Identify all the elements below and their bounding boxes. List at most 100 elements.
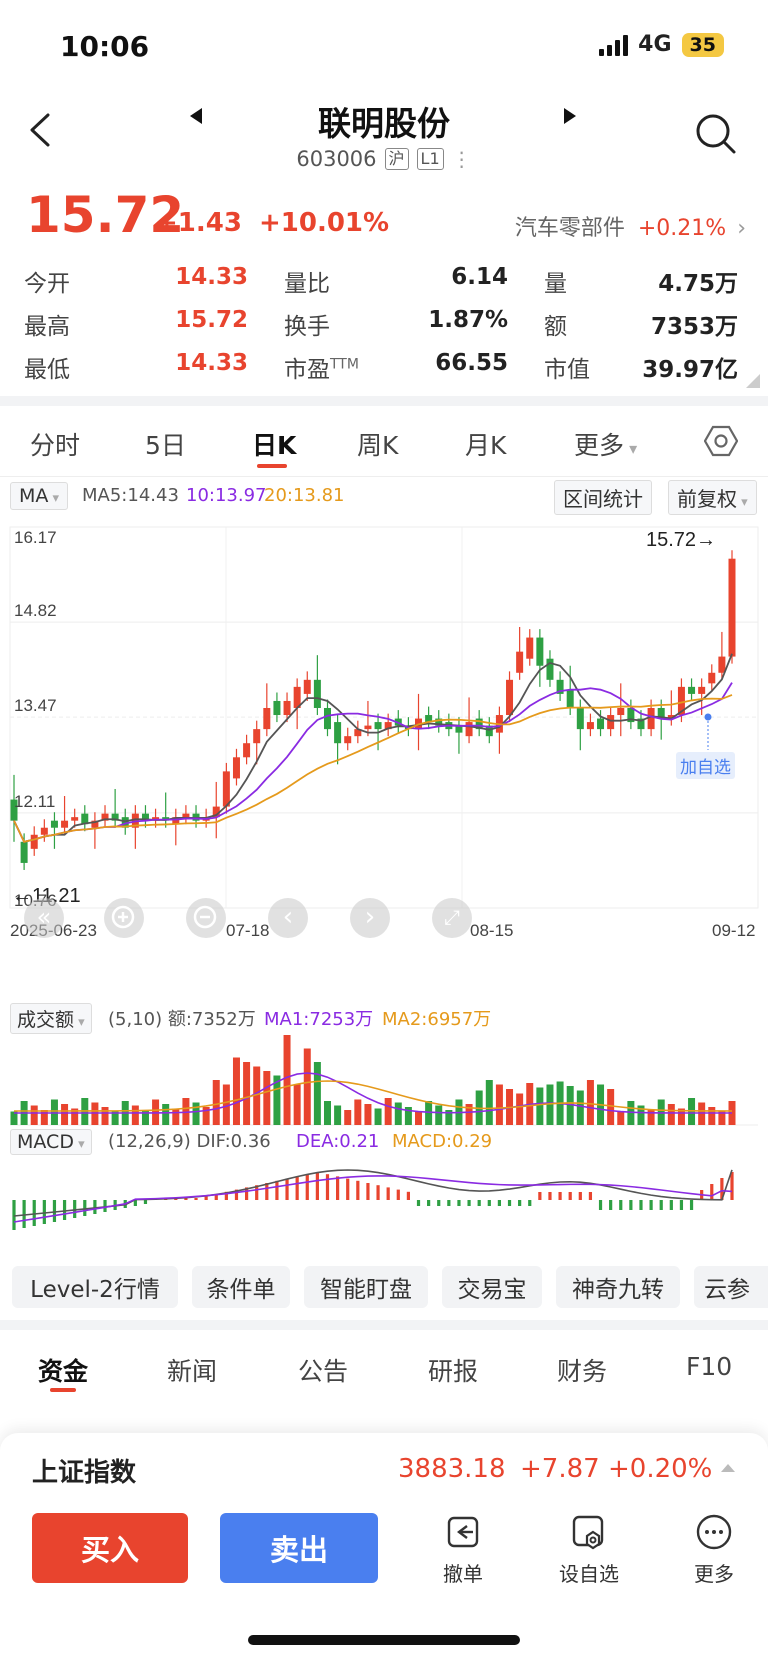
candle-body (40, 827, 48, 835)
range-stats-button[interactable]: 区间统计 (554, 480, 652, 515)
x-tick-label: 09-12 (712, 921, 755, 940)
macd-bar (336, 1176, 340, 1200)
volume-bar (253, 1066, 261, 1125)
fullscreen-icon[interactable]: ⤢ (432, 898, 472, 938)
tab-research[interactable]: 研报 (428, 1357, 479, 1386)
macd-bar (376, 1185, 380, 1200)
candle-body (526, 637, 534, 659)
volume-bar (202, 1107, 210, 1125)
revoke-button[interactable]: 撤单 (418, 1512, 508, 1587)
tab-f10[interactable]: F10 (686, 1352, 733, 1381)
stat-label: 最低 (24, 357, 70, 383)
stat-label: 量比 (284, 271, 330, 297)
macd-bar (588, 1192, 593, 1200)
volume-bar (273, 1075, 281, 1125)
scroll-left-icon[interactable]: ‹ (268, 898, 308, 938)
volume-bar (212, 1080, 220, 1125)
candle-body (10, 799, 18, 821)
tool-cloud[interactable]: 云参 (694, 1266, 768, 1308)
candle-body (597, 718, 605, 730)
macd-bar (184, 1198, 188, 1200)
sell-button[interactable]: 卖出 (220, 1513, 378, 1583)
volume-bar (222, 1084, 230, 1125)
more-button[interactable]: 更多 (669, 1512, 759, 1587)
candle-body (172, 817, 180, 825)
scroll-right-icon[interactable]: › (350, 898, 390, 938)
tab-monthly-k[interactable]: 月K (465, 431, 507, 460)
volume-bar (677, 1108, 685, 1125)
more-dots-icon[interactable]: ⋮ (451, 147, 472, 171)
next-stock-icon[interactable] (562, 106, 578, 126)
candle-body (374, 722, 382, 730)
candle-body (334, 722, 342, 744)
candle-body (101, 813, 109, 821)
volume-bar (516, 1093, 524, 1125)
tool-nine-turns[interactable]: 神奇九转 (556, 1266, 680, 1308)
tool-trade-treasure[interactable]: 交易宝 (442, 1266, 542, 1308)
volume-bar (576, 1090, 584, 1125)
candle-body (71, 817, 79, 821)
volume-bar (323, 1101, 331, 1125)
zoom-out-icon[interactable] (186, 898, 226, 938)
volume-bar (40, 1110, 48, 1125)
stock-name: 联明股份 (318, 104, 450, 143)
ma-selector[interactable]: MA ▾ (10, 482, 69, 510)
settings-icon[interactable] (704, 424, 738, 458)
macd-bar (609, 1200, 613, 1210)
tab-more[interactable]: 更多 ▾ (574, 431, 638, 460)
candle-body (303, 679, 311, 694)
kline-chart[interactable]: 16.1714.8213.4712.1110.762025-06-2307-18… (0, 510, 768, 1235)
add-watch-marker[interactable]: 加自选 (676, 752, 735, 779)
adjust-selector[interactable]: 前复权 ▾ (668, 480, 757, 515)
macd-bar (669, 1200, 673, 1210)
tool-condition-order[interactable]: 条件单 (192, 1266, 290, 1308)
search-icon[interactable] (694, 112, 738, 156)
macd-bar (305, 1174, 309, 1200)
candle-body (212, 806, 220, 818)
index-change-pct: +0.20% (608, 1454, 713, 1484)
tab-news[interactable]: 新闻 (167, 1357, 218, 1386)
index-name[interactable]: 上证指数 (32, 1458, 137, 1488)
macd-bar (214, 1194, 218, 1200)
x-tick-label: 08-15 (470, 921, 513, 940)
tab-weekly-k[interactable]: 周K (357, 431, 399, 460)
tab-5day[interactable]: 5日 (145, 431, 186, 460)
ma20-line (13, 694, 733, 843)
tool-level2[interactable]: Level-2行情 (12, 1266, 178, 1308)
rewind-icon[interactable]: « (24, 898, 64, 938)
chevron-up-icon[interactable] (720, 1462, 736, 1474)
expand-corner-icon[interactable] (746, 374, 760, 388)
macd-bar (62, 1200, 67, 1220)
back-icon[interactable] (26, 112, 54, 148)
more-icon (696, 1514, 732, 1550)
buy-button[interactable]: 买入 (32, 1513, 188, 1583)
volume-bar (101, 1107, 109, 1125)
change-percent: +10.01% (259, 208, 390, 238)
candle-body (647, 707, 655, 730)
tool-smart-watch[interactable]: 智能盯盘 (304, 1266, 428, 1308)
volume-bar (586, 1080, 594, 1125)
macd-bar (720, 1178, 724, 1200)
tab-daily-k[interactable]: 日K (252, 431, 297, 460)
macd-bar (265, 1183, 269, 1200)
tab-funds[interactable]: 资金 (38, 1357, 89, 1386)
prev-stock-icon[interactable] (188, 106, 204, 126)
tab-announcements[interactable]: 公告 (298, 1357, 349, 1386)
candle-body (516, 651, 524, 673)
volume-selector[interactable]: 成交额 ▾ (10, 1003, 92, 1034)
macd-selector[interactable]: MACD ▾ (10, 1129, 92, 1155)
macd-bar (619, 1200, 623, 1210)
set-watch-button[interactable]: 设自选 (544, 1512, 634, 1587)
index-value: 3883.18 (398, 1454, 506, 1484)
macd-bar (507, 1200, 512, 1206)
volume-bar (141, 1110, 149, 1125)
zoom-in-icon[interactable] (104, 898, 144, 938)
sector-link[interactable]: 汽车零部件 +0.21% › (515, 210, 746, 242)
stat-label: 今开 (24, 271, 70, 297)
tab-intraday[interactable]: 分时 (30, 431, 81, 460)
macd-bar (295, 1176, 299, 1200)
macd-params: (12,26,9) DIF:0.36 (108, 1131, 271, 1152)
stat-label: 量 (544, 271, 567, 297)
tab-finance[interactable]: 财务 (557, 1357, 608, 1386)
volume-bar (384, 1098, 392, 1125)
